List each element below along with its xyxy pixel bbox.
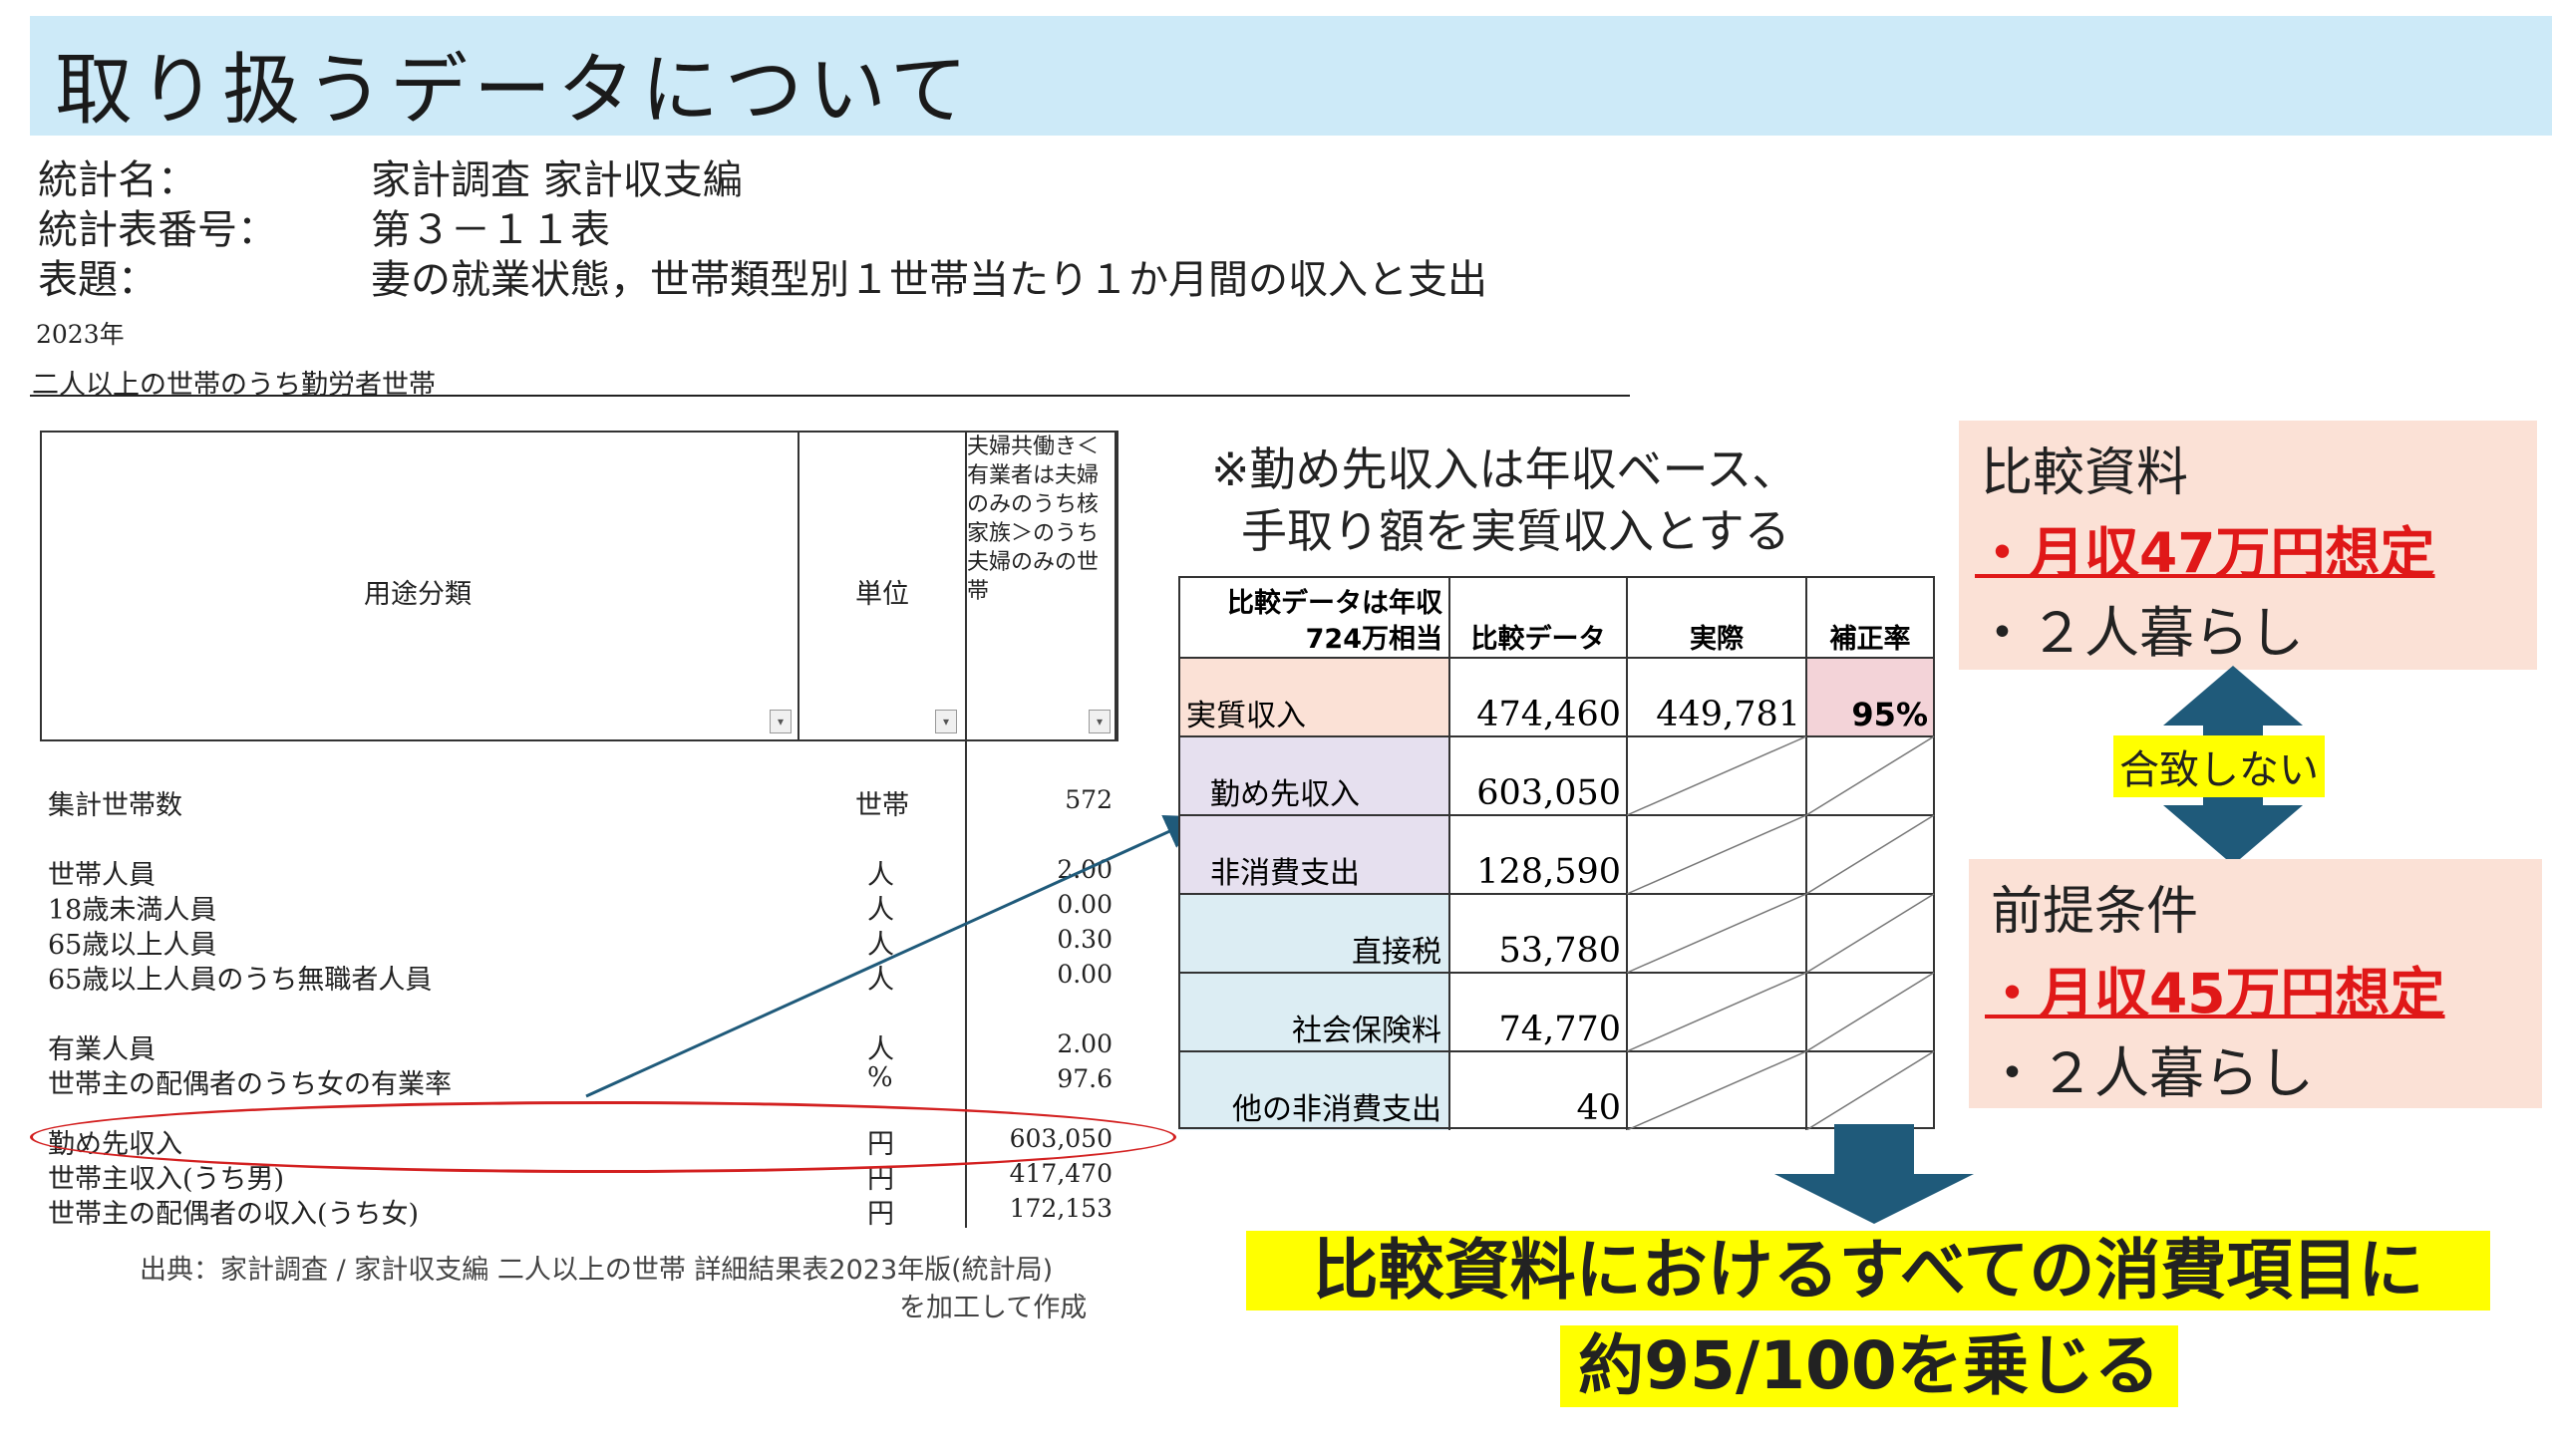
subject-underline <box>30 395 1630 397</box>
page-title: 取り扱うデータについて <box>55 46 974 136</box>
row-label: 65歳以上人員のうち無職者人員 <box>48 965 433 996</box>
note-line-2: 手取り額を実質収入とする <box>1241 504 1790 558</box>
row-value: 417,470 <box>1009 1159 1113 1188</box>
row-label: 世帯主の配偶者のうち女の有業率 <box>48 1069 452 1100</box>
row-unit: 円 <box>867 1164 894 1195</box>
box2-income: ・月収45万円想定 <box>1985 962 2445 1025</box>
cmp-row-label: 非消費支出 <box>1210 856 1360 891</box>
meta-label-stat-name: 統計名： <box>38 157 197 203</box>
highlight-ellipse <box>30 1101 1176 1173</box>
year-label: 2023年 <box>36 320 125 349</box>
down-arrow-icon <box>1774 1124 1974 1224</box>
box1-title: 比較資料 <box>1981 443 2189 503</box>
row-label: 世帯人員 <box>48 860 156 891</box>
mismatch-label: 合致しない <box>2113 735 2325 797</box>
cmp-row-label: 勤め先収入 <box>1210 777 1360 812</box>
row-label: 世帯主収入(うち男) <box>48 1164 285 1195</box>
table-divider <box>1115 431 1116 741</box>
cmp-header-col1: 比較データ <box>1471 623 1606 655</box>
cmp-row-value: 603,050 <box>1476 773 1621 813</box>
cell-bg <box>1178 894 1449 1130</box>
header-unit: 単位 <box>855 579 909 610</box>
cmp-row-label: 社会保険料 <box>1292 1014 1441 1048</box>
cmp-row-label: 直接税 <box>1352 935 1441 970</box>
row-label: 65歳以上人員 <box>48 930 217 961</box>
cmp-row-label: 実質収入 <box>1186 699 1306 733</box>
row-unit: 円 <box>867 1199 894 1230</box>
table-header-box <box>40 431 1118 741</box>
cmp-header-label-2: 724万相当 <box>1306 624 1442 655</box>
box2-title: 前提条件 <box>1991 882 2199 942</box>
meta-value-stat-name: 家計調査 家計収支編 <box>371 157 743 203</box>
cmp-row-value: 74,770 <box>1499 1010 1621 1049</box>
filter-dropdown-button[interactable]: ▾ <box>1089 710 1111 733</box>
row-label: 18歳未満人員 <box>48 895 217 926</box>
comparison-source-box: 比較資料 ・月収47万円想定 ・２人暮らし <box>1959 421 2537 670</box>
row-value: 0.30 <box>1057 925 1113 954</box>
row-label: 有業人員 <box>48 1034 156 1065</box>
note-line-1: ※勤め先収入は年収ベース、 <box>1211 442 1798 496</box>
row-unit: 人 <box>867 930 894 961</box>
cmp-row-rate: 95% <box>1851 696 1928 733</box>
comparison-table: 比較データは年収 724万相当 比較データ 実際 補正率 実質収入 474,46… <box>1178 576 1935 1130</box>
row-unit: 人 <box>867 965 894 996</box>
row-value: 97.6 <box>1057 1064 1113 1093</box>
cmp-row-value: 128,590 <box>1476 852 1621 892</box>
row-unit: 人 <box>867 895 894 926</box>
row-value: 0.00 <box>1057 960 1113 989</box>
cmp-header-label-1: 比較データは年収 <box>1227 587 1443 619</box>
header-column-description: 夫婦共働き＜有業者は夫婦のみのうち核家族＞のうち夫婦のみの世帯 <box>967 435 1100 604</box>
cmp-row-value: 474,460 <box>1476 695 1621 734</box>
row-value: 0.00 <box>1057 890 1113 919</box>
cmp-row-value: 53,780 <box>1499 931 1621 971</box>
meta-value-heading: 妻の就業状態，世帯類型別１世帯当たり１か月間の収入と支出 <box>371 257 1487 303</box>
cell-bg <box>1806 658 1934 736</box>
row-unit: % <box>867 1062 893 1093</box>
row-unit: 世帯 <box>855 790 909 821</box>
header-category: 用途分類 <box>364 579 472 610</box>
cmp-header-col2: 実際 <box>1690 623 1744 655</box>
cmp-header-col3: 補正率 <box>1829 623 1911 655</box>
conclusion-line-2: 約95/100を乗じる <box>1560 1325 2178 1407</box>
row-value: 2.00 <box>1057 1029 1113 1058</box>
cmp-row-value: 40 <box>1576 1088 1621 1128</box>
premise-box: 前提条件 ・月収45万円想定 ・２人暮らし <box>1969 859 2542 1108</box>
conclusion-line-1: 比較資料におけるすべての消費項目に <box>1246 1231 2490 1310</box>
source-line-1: 出典：家計調査 / 家計収支編 二人以上の世帯 詳細結果表2023年版(統計局) <box>140 1255 1054 1286</box>
source-line-2: を加工して作成 <box>899 1293 1088 1323</box>
box1-household: ・２人暮らし <box>1975 601 2305 665</box>
meta-label-heading: 表題： <box>38 257 158 303</box>
title-bar <box>30 16 2552 136</box>
table-divider <box>798 431 799 741</box>
cmp-row-actual: 449,781 <box>1656 695 1800 734</box>
meta-value-table-number: 第３－１１表 <box>371 207 610 253</box>
filter-dropdown-button[interactable]: ▾ <box>770 710 792 733</box>
row-label: 世帯主の配偶者の収入(うち女) <box>48 1199 420 1230</box>
meta-label-table-number: 統計表番号： <box>38 207 277 253</box>
row-value: 172,153 <box>1009 1194 1113 1223</box>
row-value: 572 <box>1065 785 1113 814</box>
filter-dropdown-button[interactable]: ▾ <box>935 710 957 733</box>
cmp-row-label: 他の非消費支出 <box>1232 1092 1441 1127</box>
box2-household: ・２人暮らし <box>1985 1041 2315 1105</box>
box1-income: ・月収47万円想定 <box>1975 521 2435 585</box>
row-unit: 人 <box>867 860 894 891</box>
table-divider <box>965 431 967 1228</box>
row-label: 集計世帯数 <box>48 790 182 821</box>
cell-bg <box>1178 658 1449 736</box>
row-unit: 人 <box>867 1034 894 1065</box>
